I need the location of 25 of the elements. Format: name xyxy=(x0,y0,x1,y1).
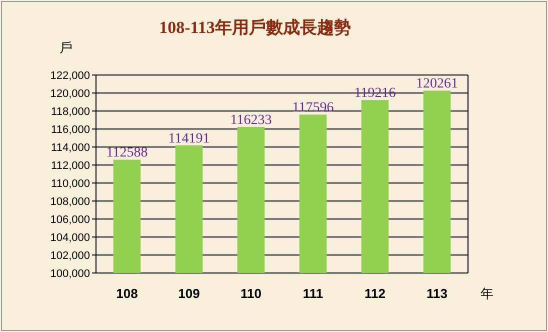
y-tick-label: 122,000 xyxy=(50,70,90,82)
y-tick-label: 114,000 xyxy=(51,142,90,154)
data-label: 114191 xyxy=(168,131,210,146)
y-tick-label: 108,000 xyxy=(50,196,90,208)
y-tick-label: 100,000 xyxy=(50,268,90,280)
y-tick-label: 106,000 xyxy=(50,214,90,226)
x-tick-label: 113 xyxy=(426,286,448,301)
y-tick-label: 112,000 xyxy=(51,160,90,172)
y-tick-label: 116,000 xyxy=(51,124,90,136)
data-label: 112588 xyxy=(106,146,148,161)
y-tick-label: 118,000 xyxy=(51,106,90,118)
data-label: 116233 xyxy=(230,112,272,128)
x-tick-label: 108 xyxy=(116,286,138,301)
chart-title: 108-113年用戶數成長趨勢 xyxy=(159,18,351,37)
x-tick-label: 109 xyxy=(178,286,200,301)
y-tick-label: 120,000 xyxy=(50,88,90,100)
x-axis-title: 年 xyxy=(480,286,494,301)
y-tick-label: 104,000 xyxy=(50,232,90,244)
y-tick-label: 110,000 xyxy=(51,178,90,190)
x-tick-label: 110 xyxy=(240,286,262,301)
y-axis-title: 戶 xyxy=(60,40,72,55)
x-tick-label: 111 xyxy=(302,286,324,301)
data-label: 120261 xyxy=(416,76,458,92)
x-tick-label: 112 xyxy=(364,286,386,301)
y-tick-label: 102,000 xyxy=(50,250,90,262)
